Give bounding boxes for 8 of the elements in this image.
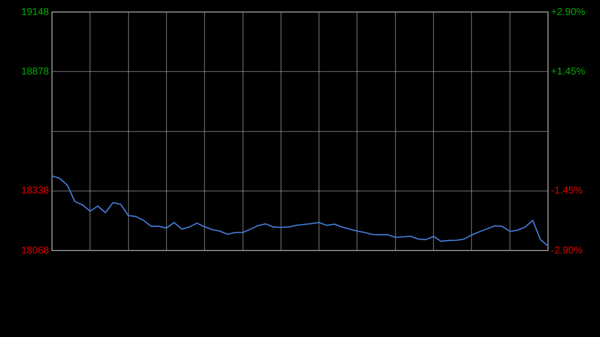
y-tick-label: 18338 bbox=[21, 186, 50, 197]
y-tick-label: 18878 bbox=[21, 66, 50, 78]
y-tick-label: 18068 bbox=[21, 245, 50, 256]
y2-tick-label: +2.90% bbox=[551, 6, 586, 18]
y-tick-label: 19148 bbox=[21, 6, 50, 18]
y2-tick-label: +1.45% bbox=[551, 66, 586, 78]
y2-tick-label: -2.90% bbox=[551, 245, 583, 256]
y2-tick-label: -1.45% bbox=[551, 186, 583, 197]
